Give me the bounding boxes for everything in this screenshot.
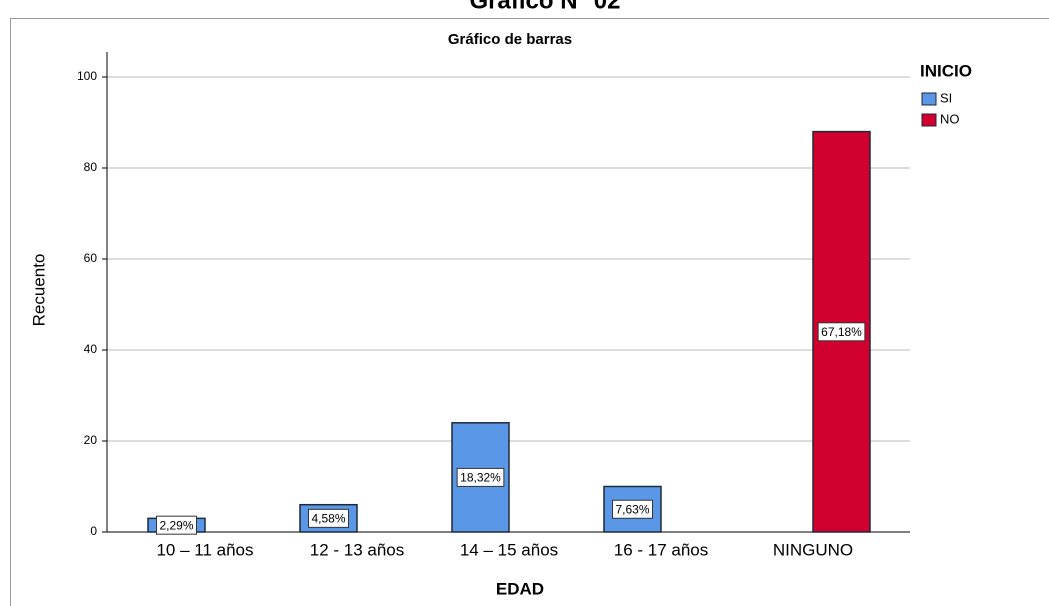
frame	[10, 18, 1049, 606]
data-label: 7,63%	[615, 502, 649, 516]
legend-swatch	[921, 113, 937, 127]
legend-label: NO	[940, 111, 960, 126]
data-label-box	[456, 467, 505, 487]
chart-subtitle: Gráfico de barras	[448, 31, 572, 48]
x-tick-label: 16 - 17 años	[614, 540, 709, 559]
data-label-box	[307, 508, 350, 528]
data-label-box	[611, 499, 654, 519]
data-label: 18,32%	[460, 471, 501, 485]
data-label: 67,18%	[821, 325, 862, 339]
x-tick-label: 10 – 11 años	[156, 540, 253, 559]
data-label: 4,58%	[311, 512, 345, 526]
legend-label: SI	[940, 90, 952, 105]
chart-title: Gráfico N° 02	[470, 0, 621, 14]
legend-title: INICIO	[920, 61, 972, 80]
y-tick-label: 60	[84, 251, 98, 265]
y-tick-label: 80	[84, 160, 98, 174]
x-tick-label: 12 - 13 años	[310, 540, 405, 559]
y-tick-label: 20	[84, 433, 98, 447]
legend-swatch	[921, 92, 937, 106]
x-axis-label: EDAD	[496, 579, 544, 598]
x-tick-label: 14 – 15 años	[460, 540, 558, 559]
x-tick-label: NINGUNO	[773, 540, 853, 559]
y-axis-label: Recuento	[29, 254, 48, 327]
data-label-box	[817, 322, 866, 342]
data-label: 2,29%	[159, 518, 193, 532]
y-tick-label: 40	[84, 342, 98, 356]
y-tick-label: 100	[77, 69, 97, 83]
y-tick-label: 0	[90, 524, 97, 538]
data-label-box	[155, 515, 198, 535]
